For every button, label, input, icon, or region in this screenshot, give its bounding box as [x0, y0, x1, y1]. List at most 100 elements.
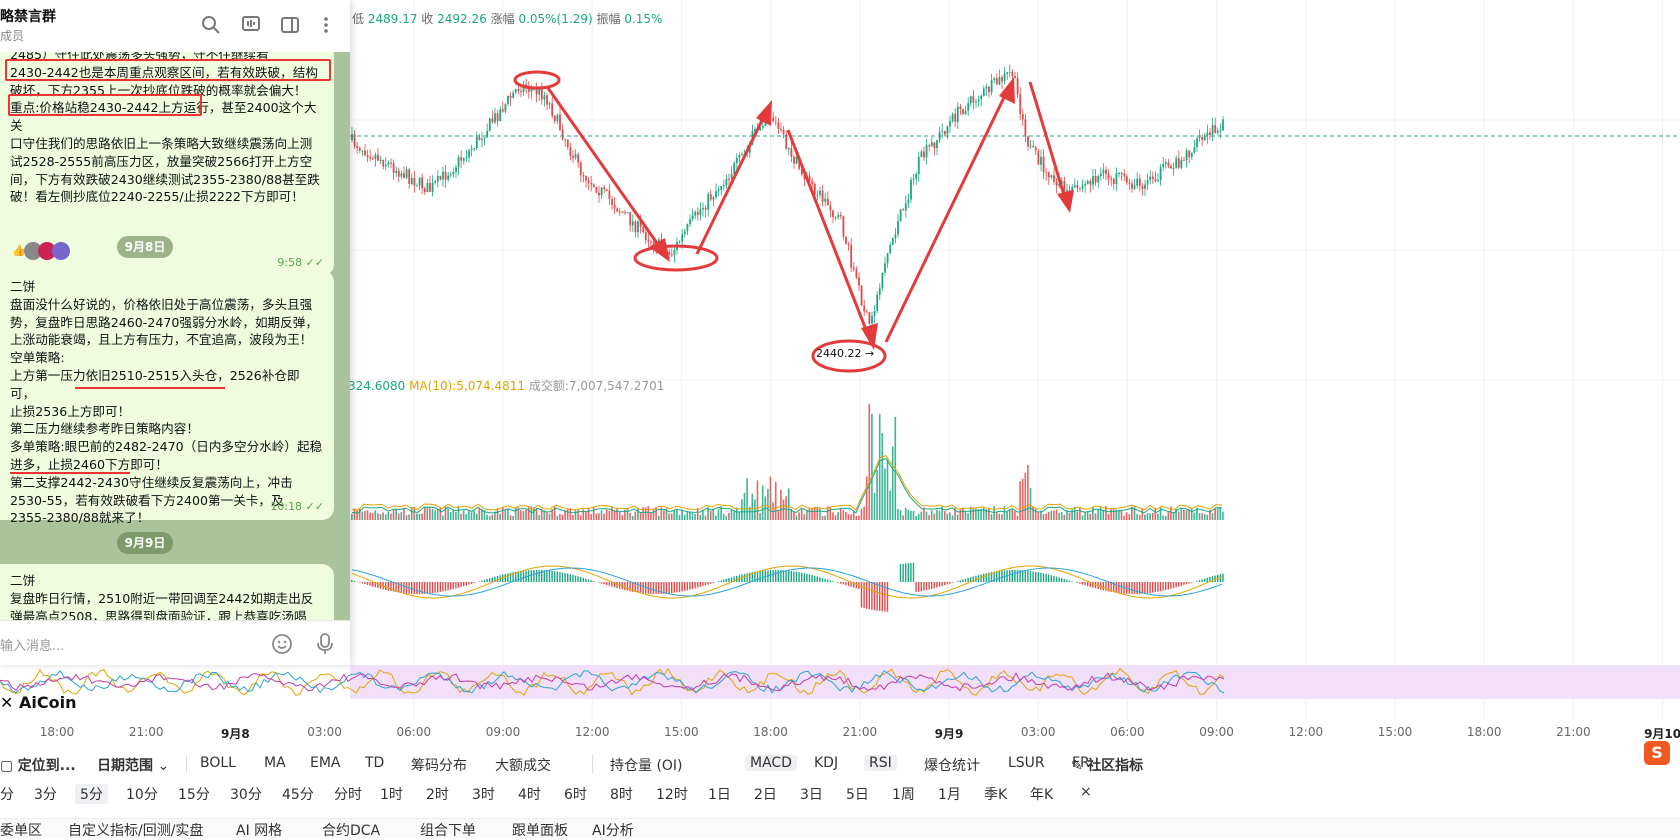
chat-subtitle: 成员 [0, 27, 24, 44]
annotation-arrow-2 [697, 108, 768, 254]
turnover-value: 成交额:7,007,547.2701 [529, 379, 664, 393]
time-tick: 9月8 [221, 725, 250, 742]
interval-option[interactable]: 3分 [34, 784, 57, 804]
interval-option[interactable]: 分时 [334, 784, 362, 804]
indicator-tab[interactable]: 筹码分布 [411, 755, 467, 775]
time-tick: 12:00 [575, 725, 610, 739]
interval-option[interactable]: 15分 [178, 784, 210, 804]
interval-option[interactable]: 1日 [708, 784, 731, 804]
interval-option[interactable]: 5分 [75, 784, 108, 804]
message-2-line-4: 空单策略: [10, 349, 324, 367]
low-label: 低 [352, 12, 364, 26]
interval-option[interactable]: 2日 [754, 784, 777, 804]
interval-option[interactable]: 季K [984, 784, 1007, 804]
time-tick: 03:00 [1021, 725, 1056, 739]
close-icon[interactable]: × [1080, 784, 1092, 800]
interval-option[interactable]: 45分 [282, 784, 314, 804]
time-tick: 21:00 [1556, 725, 1591, 739]
search-icon[interactable] [200, 14, 222, 36]
close-label: 收 [421, 12, 433, 26]
sogou-icon[interactable]: S [1644, 741, 1670, 765]
indicator-tab[interactable]: EMA [310, 755, 341, 771]
message-2-line-5: 上方第一压力依旧2510-2515入头仓，2526补仓即可， [10, 367, 324, 403]
candlesticks [351, 65, 1224, 329]
interval-option[interactable]: 5日 [846, 784, 869, 804]
message-2-line-6: 止损2536上方即可！ [10, 403, 324, 421]
interval-option[interactable]: 10分 [126, 784, 158, 804]
message-1-line-4: 口守住我们的思路依旧上一条策略大致继续震荡向上测 [10, 135, 324, 153]
amp-value: 0.15% [624, 12, 662, 26]
time-tick: 18:00 [40, 725, 75, 739]
logo-text: AiCoin [19, 693, 76, 712]
interval-option[interactable]: 2时 [426, 784, 449, 804]
interval-option[interactable]: 8时 [610, 784, 633, 804]
community-indicator-button[interactable]: ✎ 社区指标 [1071, 755, 1143, 775]
macd-panel [351, 563, 1223, 612]
interval-toolbar: 分 3分 5分 10分 15分 30分 45分分时 1时 2时 3时 4时 6时 8时 12时 1日 2日 3日… [0, 781, 1680, 805]
message-2-line-1: 盘面没什么好说的，价格依旧处于高位震荡，多头且强 [10, 296, 324, 314]
indicator-toolbar: ▢ 定位到... 日期范围 ⌄ BOLL MA EMA TD 筹码分布 大额成交 持仓量 … [0, 752, 1680, 776]
message-2-line-8: 多单策略:眼巴前的2482-2470（日内多空分水岭）起稳 [10, 438, 324, 456]
interval-option[interactable]: 6时 [564, 784, 587, 804]
interval-option[interactable]: 12时 [656, 784, 688, 804]
message-3-line-1: 复盘昨日行情，2510附近一带回调至2442如期走出反 [10, 590, 324, 608]
indicator-tab[interactable]: TD [365, 755, 384, 771]
bottom-tab[interactable]: 自定义指标/回测/实盘 [68, 820, 203, 840]
microphone-icon[interactable] [315, 632, 335, 656]
bottom-tab[interactable]: AI 网格 [236, 820, 282, 840]
highlight-box-1 [5, 59, 331, 81]
bottom-tab[interactable]: 跟单面板 [512, 820, 568, 840]
indicator-tab[interactable]: 持仓量 (OI) [610, 755, 683, 775]
bottom-tab[interactable]: 合约DCA [322, 820, 380, 840]
highlight-box-2 [8, 94, 202, 116]
reactor-avatar-3 [52, 242, 70, 260]
message-2-line-7: 第二压力继续参考昨日策略内容！ [10, 420, 324, 438]
bottom-tab[interactable]: AI分析 [592, 820, 634, 840]
bottom-tab[interactable]: 委单区 [0, 820, 42, 840]
message-1-time: 9:58 [277, 256, 302, 269]
indicator-tab[interactable]: 大额成交 [495, 755, 551, 775]
message-2-line-10: 第二支撑2442-2430守住继续反复震荡向上，冲击 [10, 474, 324, 492]
indicator-tab[interactable]: RSI [864, 755, 897, 771]
low-value: 2489.17 [368, 12, 418, 26]
time-tick: 06:00 [397, 725, 432, 739]
reactions[interactable]: 👍 [10, 241, 66, 263]
ma5-value: 324.6080 [348, 379, 405, 393]
time-tick: 9月10 [1644, 725, 1680, 742]
message-input[interactable]: 输入消息... [0, 620, 350, 665]
indicator-tab[interactable]: LSUR [1008, 755, 1045, 771]
indicator-tab[interactable]: BOLL [200, 755, 236, 771]
arrowhead-2 [756, 100, 772, 126]
price-marker-label: 2440.22 → [816, 347, 874, 360]
indicator-tab[interactable]: KDJ [814, 755, 838, 771]
bottom-tabs: 委单区 自定义指标/回测/实盘 AI 网格 合约DCA 组合下单 跟单面板 AI分析 [0, 818, 1680, 838]
message-2-text: 二饼盘面没什么好说的，价格依旧处于高位震荡，多头且强势，复盘昨日思路2460-2… [0, 270, 334, 527]
interval-option[interactable]: 3时 [472, 784, 495, 804]
interval-option[interactable]: 30分 [230, 784, 262, 804]
more-options-icon[interactable] [315, 14, 337, 36]
interval-option[interactable]: 1周 [892, 784, 915, 804]
interval-option[interactable]: 3日 [800, 784, 823, 804]
message-1-line-6: 间，下方有效跌破2430继续测试2355-2380/88甚至跌 [10, 171, 324, 189]
interval-option[interactable]: 4时 [518, 784, 541, 804]
sidebar-toggle-icon[interactable] [279, 14, 301, 36]
indicator-tab[interactable]: MA [264, 755, 286, 771]
underline-2 [10, 472, 130, 474]
interval-option[interactable]: 1时 [380, 784, 403, 804]
date-range-button[interactable]: 日期范围 ⌄ [97, 755, 169, 775]
interval-option[interactable]: 1月 [938, 784, 961, 804]
message-bubble-2: 二饼盘面没什么好说的，价格依旧处于高位震荡，多头且强势，复盘昨日思路2460-2… [0, 270, 334, 520]
time-tick: 15:00 [664, 725, 699, 739]
emoji-icon[interactable] [271, 633, 293, 655]
bottom-tab[interactable]: 组合下单 [420, 820, 476, 840]
voice-chat-icon[interactable] [240, 14, 262, 36]
underline-1 [75, 387, 225, 389]
interval-option[interactable]: 分 [0, 784, 14, 804]
message-2-meta: 10:18 ✓✓ [270, 498, 324, 516]
indicator-tab[interactable]: 爆仓统计 [924, 755, 980, 775]
interval-option[interactable]: 年K [1030, 784, 1053, 804]
indicator-tab[interactable]: MACD [745, 755, 797, 771]
locate-button[interactable]: ▢ 定位到... [0, 755, 76, 775]
